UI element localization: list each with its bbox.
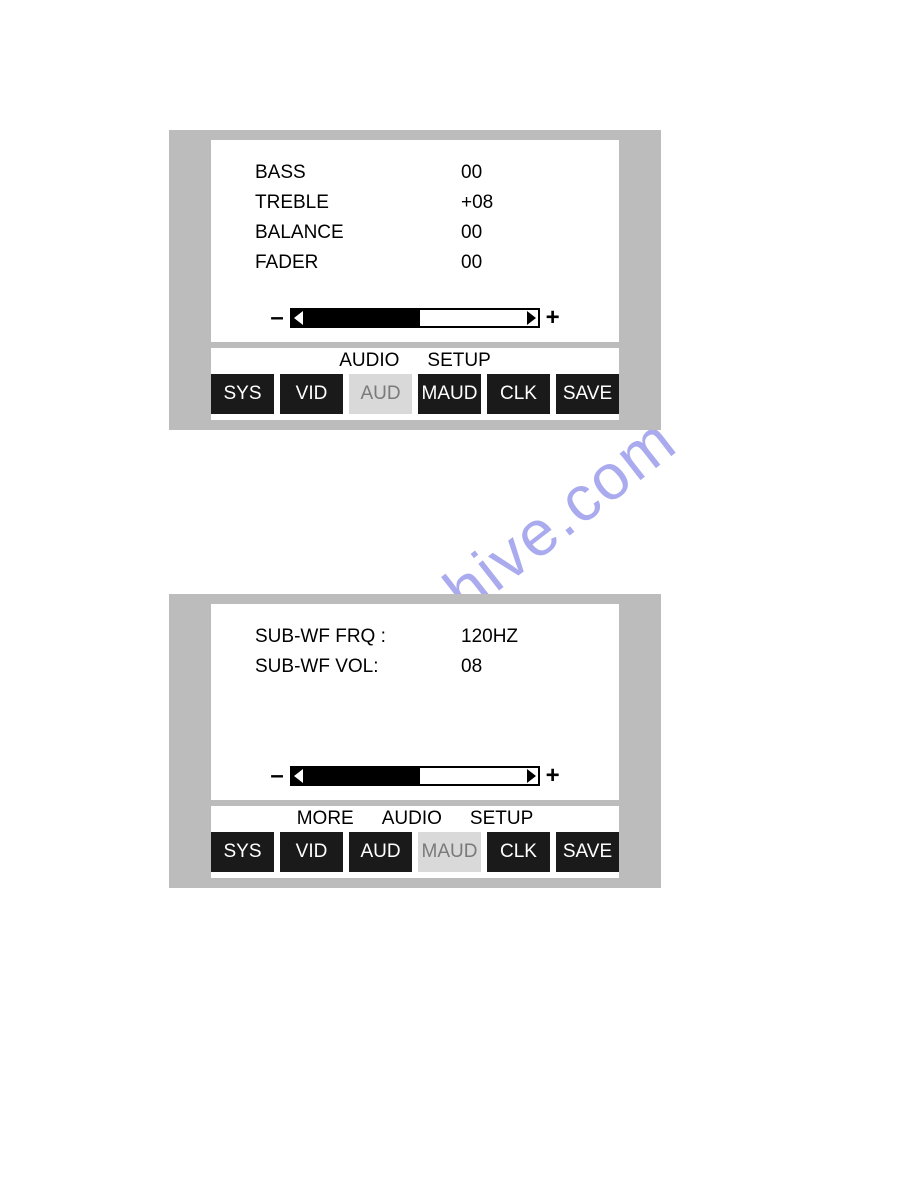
tab-clk[interactable]: CLK bbox=[487, 832, 550, 872]
setting-row: FADER 00 bbox=[211, 248, 619, 278]
tab-bar: SYS VID AUD MAUD CLK SAVE bbox=[211, 374, 619, 420]
setting-row: SUB-WF FRQ : 120HZ bbox=[211, 622, 619, 652]
setting-label: SUB-WF FRQ : bbox=[211, 626, 461, 648]
tab-vid[interactable]: VID bbox=[280, 374, 343, 414]
title-word: SETUP bbox=[427, 350, 490, 372]
tab-sys[interactable]: SYS bbox=[211, 832, 274, 872]
title-word: SETUP bbox=[470, 808, 533, 830]
setting-label: BALANCE bbox=[211, 222, 461, 244]
panel-title: MORE AUDIO SETUP bbox=[211, 806, 619, 832]
tab-save[interactable]: SAVE bbox=[556, 374, 619, 414]
value-slider[interactable]: – + bbox=[211, 304, 619, 332]
panel-title: AUDIO SETUP bbox=[211, 348, 619, 374]
setting-label: SUB-WF VOL: bbox=[211, 656, 461, 678]
setting-value: +08 bbox=[461, 192, 581, 214]
setting-value: 00 bbox=[461, 222, 581, 244]
minus-icon[interactable]: – bbox=[270, 762, 283, 790]
tab-aud[interactable]: AUD bbox=[349, 832, 412, 872]
tab-bar: SYS VID AUD MAUD CLK SAVE bbox=[211, 832, 619, 878]
plus-icon[interactable]: + bbox=[546, 304, 560, 332]
tab-sys[interactable]: SYS bbox=[211, 374, 274, 414]
setting-label: BASS bbox=[211, 162, 461, 184]
arrow-left-icon[interactable] bbox=[294, 311, 303, 325]
setting-value: 08 bbox=[461, 656, 581, 678]
setting-row: TREBLE +08 bbox=[211, 188, 619, 218]
arrow-right-icon[interactable] bbox=[527, 311, 536, 325]
slider-track[interactable] bbox=[290, 766, 540, 786]
title-word: AUDIO bbox=[339, 350, 399, 372]
tab-save[interactable]: SAVE bbox=[556, 832, 619, 872]
arrow-left-icon[interactable] bbox=[294, 769, 303, 783]
title-word: AUDIO bbox=[382, 808, 442, 830]
tab-clk[interactable]: CLK bbox=[487, 374, 550, 414]
tab-vid[interactable]: VID bbox=[280, 832, 343, 872]
setting-row: BASS 00 bbox=[211, 158, 619, 188]
setting-row: SUB-WF VOL: 08 bbox=[211, 652, 619, 682]
minus-icon[interactable]: – bbox=[270, 304, 283, 332]
setting-row: BALANCE 00 bbox=[211, 218, 619, 248]
plus-icon[interactable]: + bbox=[546, 762, 560, 790]
slider-track[interactable] bbox=[290, 308, 540, 328]
tab-maud[interactable]: MAUD bbox=[418, 832, 481, 872]
setting-value: 00 bbox=[461, 162, 581, 184]
setting-value: 00 bbox=[461, 252, 581, 274]
arrow-right-icon[interactable] bbox=[527, 769, 536, 783]
setting-label: FADER bbox=[211, 252, 461, 274]
slider-fill bbox=[292, 310, 420, 326]
audio-settings-area: BASS 00 TREBLE +08 BALANCE 00 FADER 00 –… bbox=[211, 140, 619, 342]
tab-aud[interactable]: AUD bbox=[349, 374, 412, 414]
slider-fill bbox=[292, 768, 420, 784]
value-slider[interactable]: – + bbox=[211, 762, 619, 790]
setting-label: TREBLE bbox=[211, 192, 461, 214]
more-audio-settings-area: SUB-WF FRQ : 120HZ SUB-WF VOL: 08 – + bbox=[211, 604, 619, 800]
more-audio-setup-panel: SUB-WF FRQ : 120HZ SUB-WF VOL: 08 – + MO… bbox=[169, 594, 661, 888]
title-word: MORE bbox=[297, 808, 354, 830]
setting-value: 120HZ bbox=[461, 626, 581, 648]
tab-maud[interactable]: MAUD bbox=[418, 374, 481, 414]
audio-setup-panel: BASS 00 TREBLE +08 BALANCE 00 FADER 00 –… bbox=[169, 130, 661, 430]
